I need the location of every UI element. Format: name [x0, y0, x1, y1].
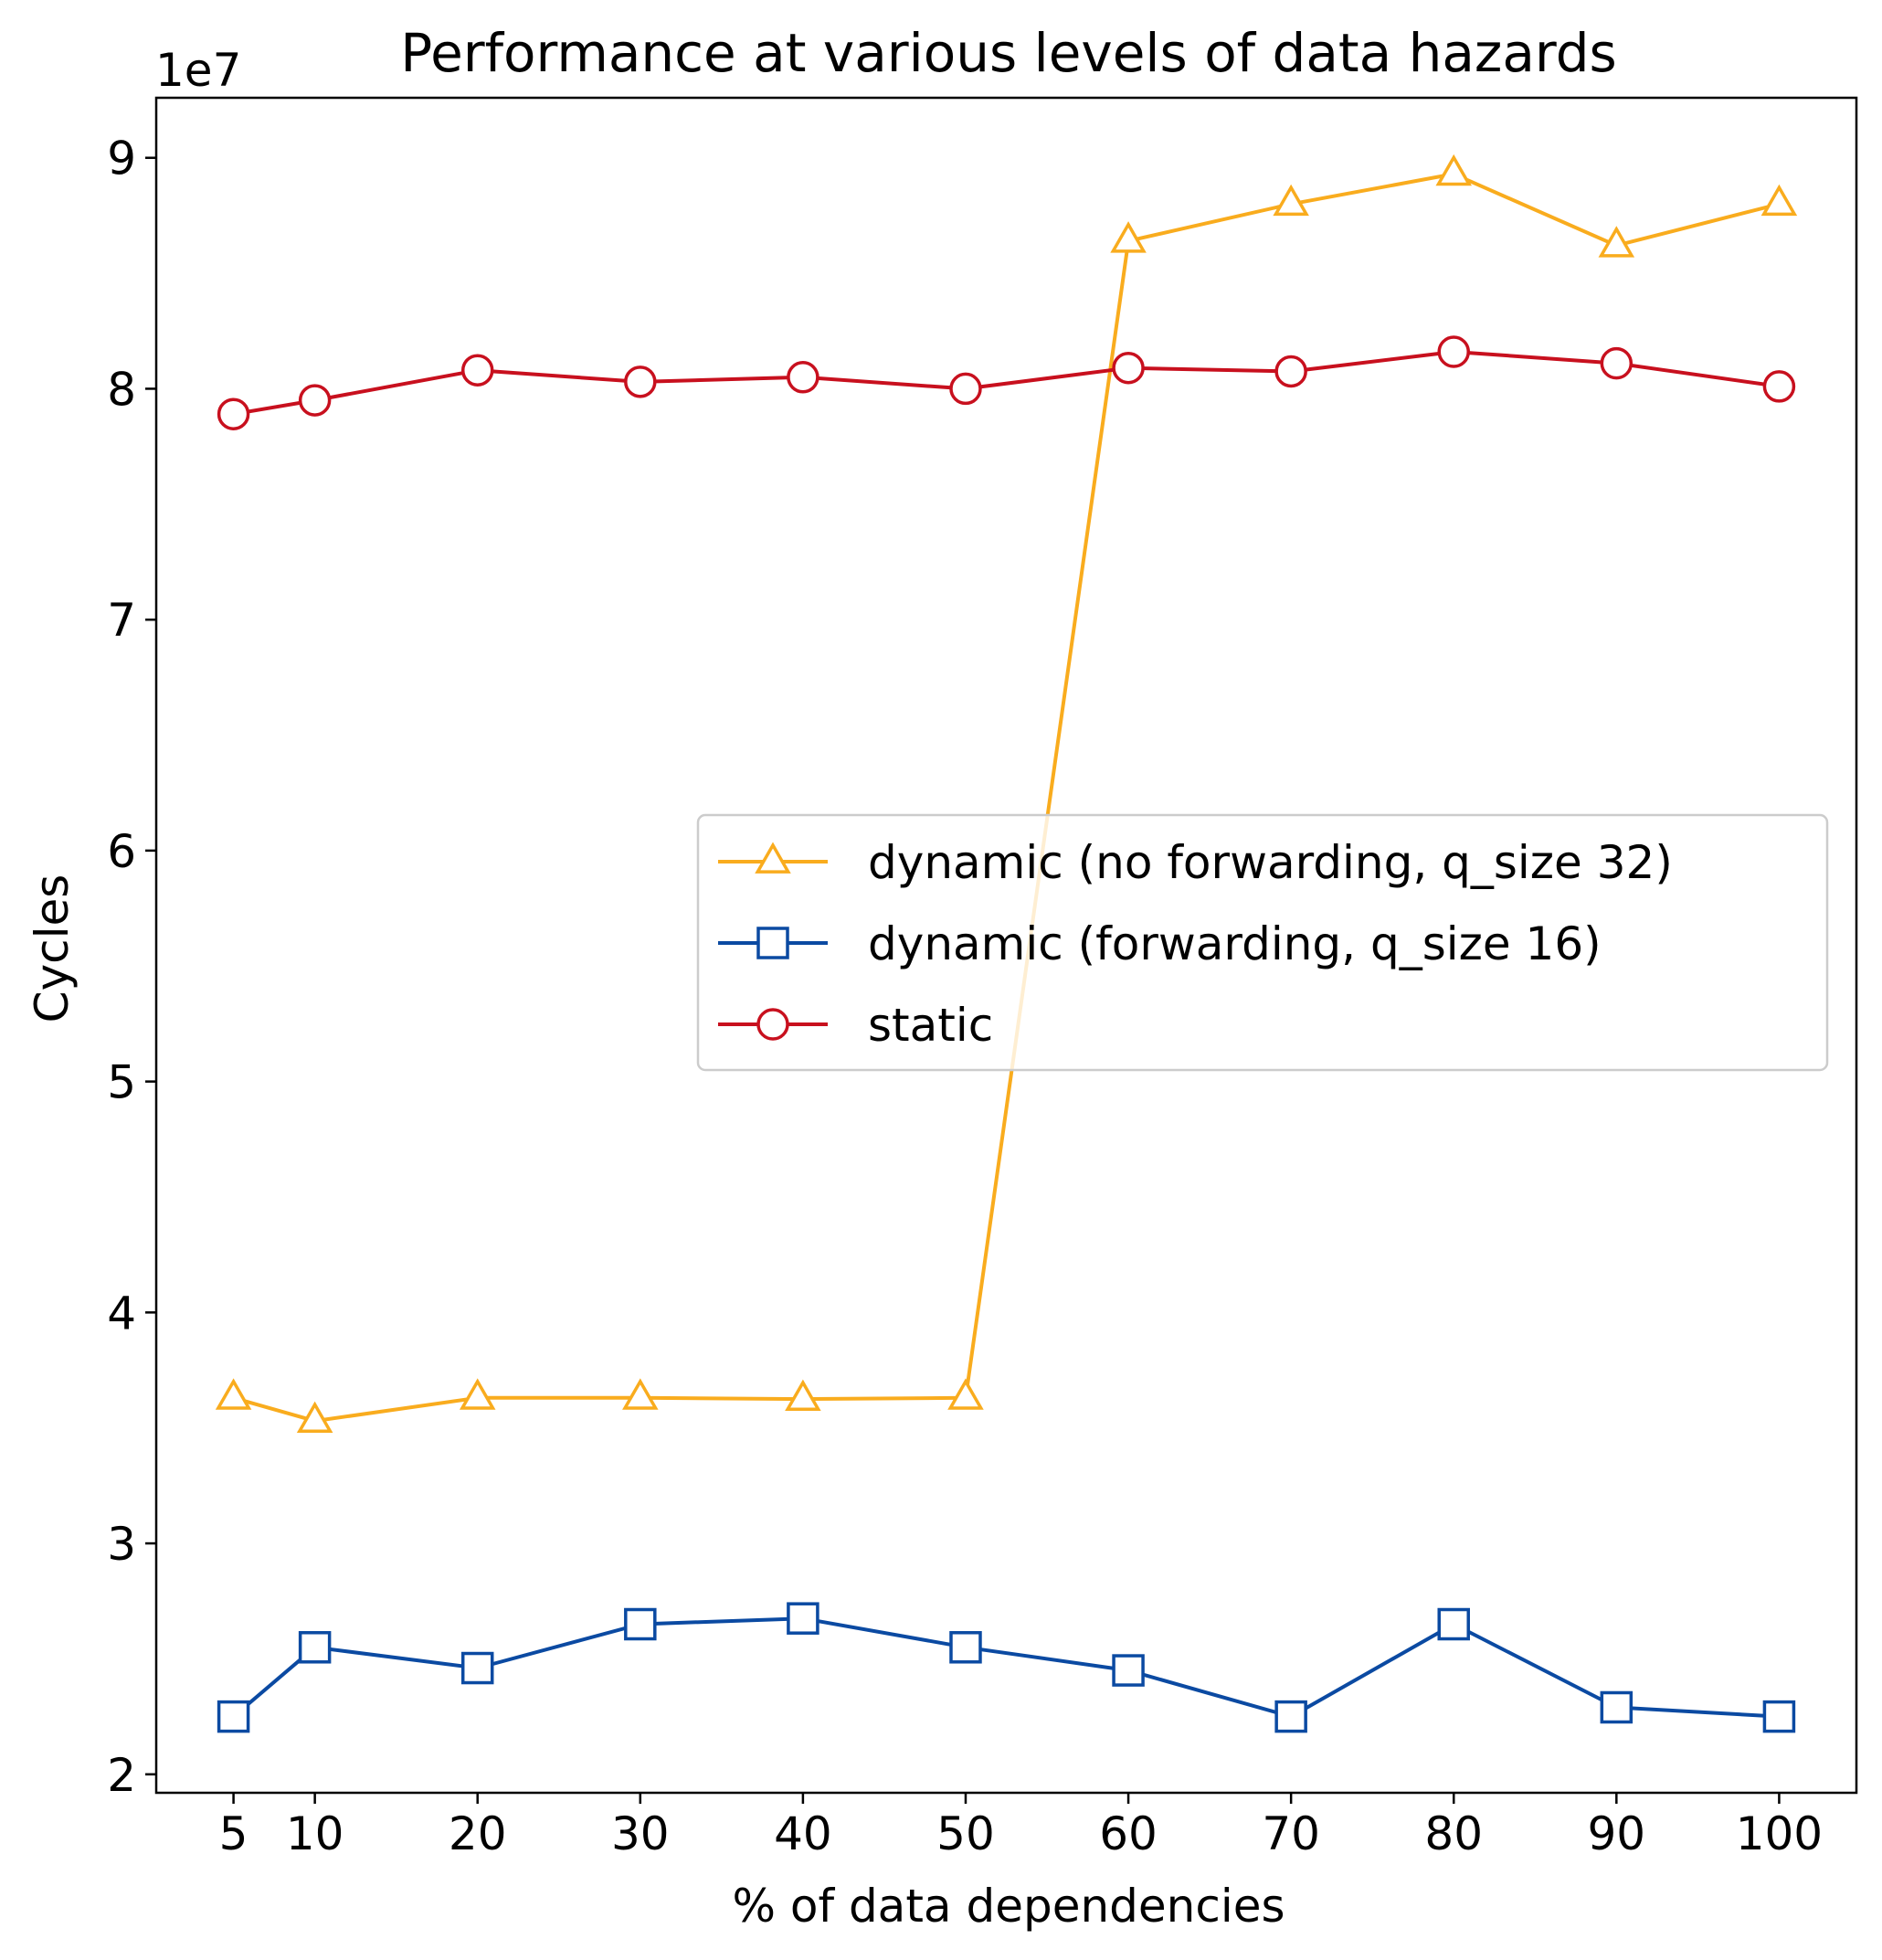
series-2-point-6 [1112, 351, 1145, 385]
series-0-point-2 [459, 1378, 496, 1410]
series-1-point-1 [298, 1631, 332, 1664]
series-1-point-7 [1274, 1700, 1307, 1733]
y-tick-label-4: 6 [107, 825, 136, 878]
series-1-point-8 [1437, 1607, 1470, 1641]
series-2 [217, 335, 1796, 430]
series-0-point-3 [622, 1378, 659, 1410]
legend-box [696, 813, 1829, 1072]
x-tick-label-2: 20 [449, 1807, 507, 1860]
series-2-point-9 [1600, 346, 1634, 380]
series-1-point-3 [624, 1607, 657, 1641]
x-tick-label-5: 50 [936, 1807, 995, 1860]
x-tick-label-4: 40 [774, 1807, 832, 1860]
plot-frame [154, 96, 1858, 1795]
series-1-point-5 [949, 1631, 982, 1664]
series-0-point-7 [1273, 184, 1309, 217]
y-tick-label-7: 9 [107, 132, 136, 185]
legend-entry-1: dynamic (forwarding, q_size 16) [718, 917, 1602, 970]
series-1 [217, 1602, 1796, 1733]
series-0-point-10 [1760, 184, 1798, 217]
series-1-point-10 [1762, 1700, 1796, 1733]
legend-entry-2: static [718, 999, 993, 1052]
legend: dynamic (no forwarding, q_size 32) dynami… [696, 813, 1829, 1072]
x-tick-label-9: 90 [1588, 1807, 1646, 1860]
legend-marker-2 [756, 1008, 789, 1041]
legend-label-0: dynamic (no forwarding, q_size 32) [868, 836, 1673, 889]
legend-marker-0 [755, 842, 791, 874]
series-2-point-10 [1762, 370, 1796, 403]
series-1-point-9 [1600, 1690, 1634, 1724]
series-0-point-4 [785, 1379, 821, 1412]
x-tick-label-6: 60 [1099, 1807, 1158, 1860]
series-0 [215, 154, 1798, 1434]
series-2-point-0 [217, 397, 250, 430]
x-tick-label-0: 5 [219, 1807, 248, 1860]
series-2-point-2 [460, 354, 494, 387]
legend-label-2: static [868, 999, 993, 1052]
series-0-point-9 [1598, 226, 1635, 258]
series-2-point-3 [624, 366, 657, 398]
y-tick-label-6: 8 [107, 363, 136, 416]
series-2-point-7 [1274, 355, 1307, 388]
x-tick-label-1: 10 [286, 1807, 344, 1860]
y-tick-label-3: 5 [107, 1056, 136, 1109]
legend-marker-1 [756, 927, 789, 959]
y-tick-label-1: 3 [107, 1518, 136, 1571]
series-0-point-0 [215, 1378, 252, 1410]
y-tick-label-5: 7 [107, 594, 136, 647]
series-2-point-1 [298, 384, 332, 417]
series-0-point-5 [947, 1378, 984, 1410]
legend-entry-0: dynamic (no forwarding, q_size 32) [718, 836, 1673, 889]
x-tick-label-10: 100 [1736, 1807, 1823, 1860]
series-2-point-4 [787, 361, 819, 394]
series-0-point-6 [1110, 221, 1147, 253]
x-tick-label-8: 80 [1424, 1807, 1483, 1860]
x-axis-label: % of data dependencies [732, 1880, 1285, 1933]
x-tick-label-7: 70 [1262, 1807, 1320, 1860]
series-1-point-4 [787, 1602, 819, 1635]
y-tick-label-0: 2 [107, 1749, 136, 1802]
series-2-point-5 [949, 372, 982, 406]
series-0-point-1 [296, 1401, 333, 1434]
chart-title: Performance at various levels of data ha… [400, 22, 1617, 84]
legend-label-1: dynamic (forwarding, q_size 16) [868, 917, 1602, 970]
series-1-point-0 [217, 1700, 250, 1733]
plot-area: 5 10 20 30 40 50 60 70 80 90 100 2 3 4 5 6 7 8 9 [107, 96, 1858, 1860]
y-axis-offset-label: 1e7 [155, 44, 241, 97]
x-tick-label-3: 30 [611, 1807, 670, 1860]
y-axis-label: Cycles [26, 874, 79, 1023]
y-tick-label-2: 4 [107, 1287, 136, 1340]
series-2-point-8 [1437, 335, 1470, 368]
series-0-point-8 [1435, 154, 1472, 186]
series-1-point-6 [1112, 1654, 1145, 1687]
series-1-point-2 [460, 1651, 494, 1685]
